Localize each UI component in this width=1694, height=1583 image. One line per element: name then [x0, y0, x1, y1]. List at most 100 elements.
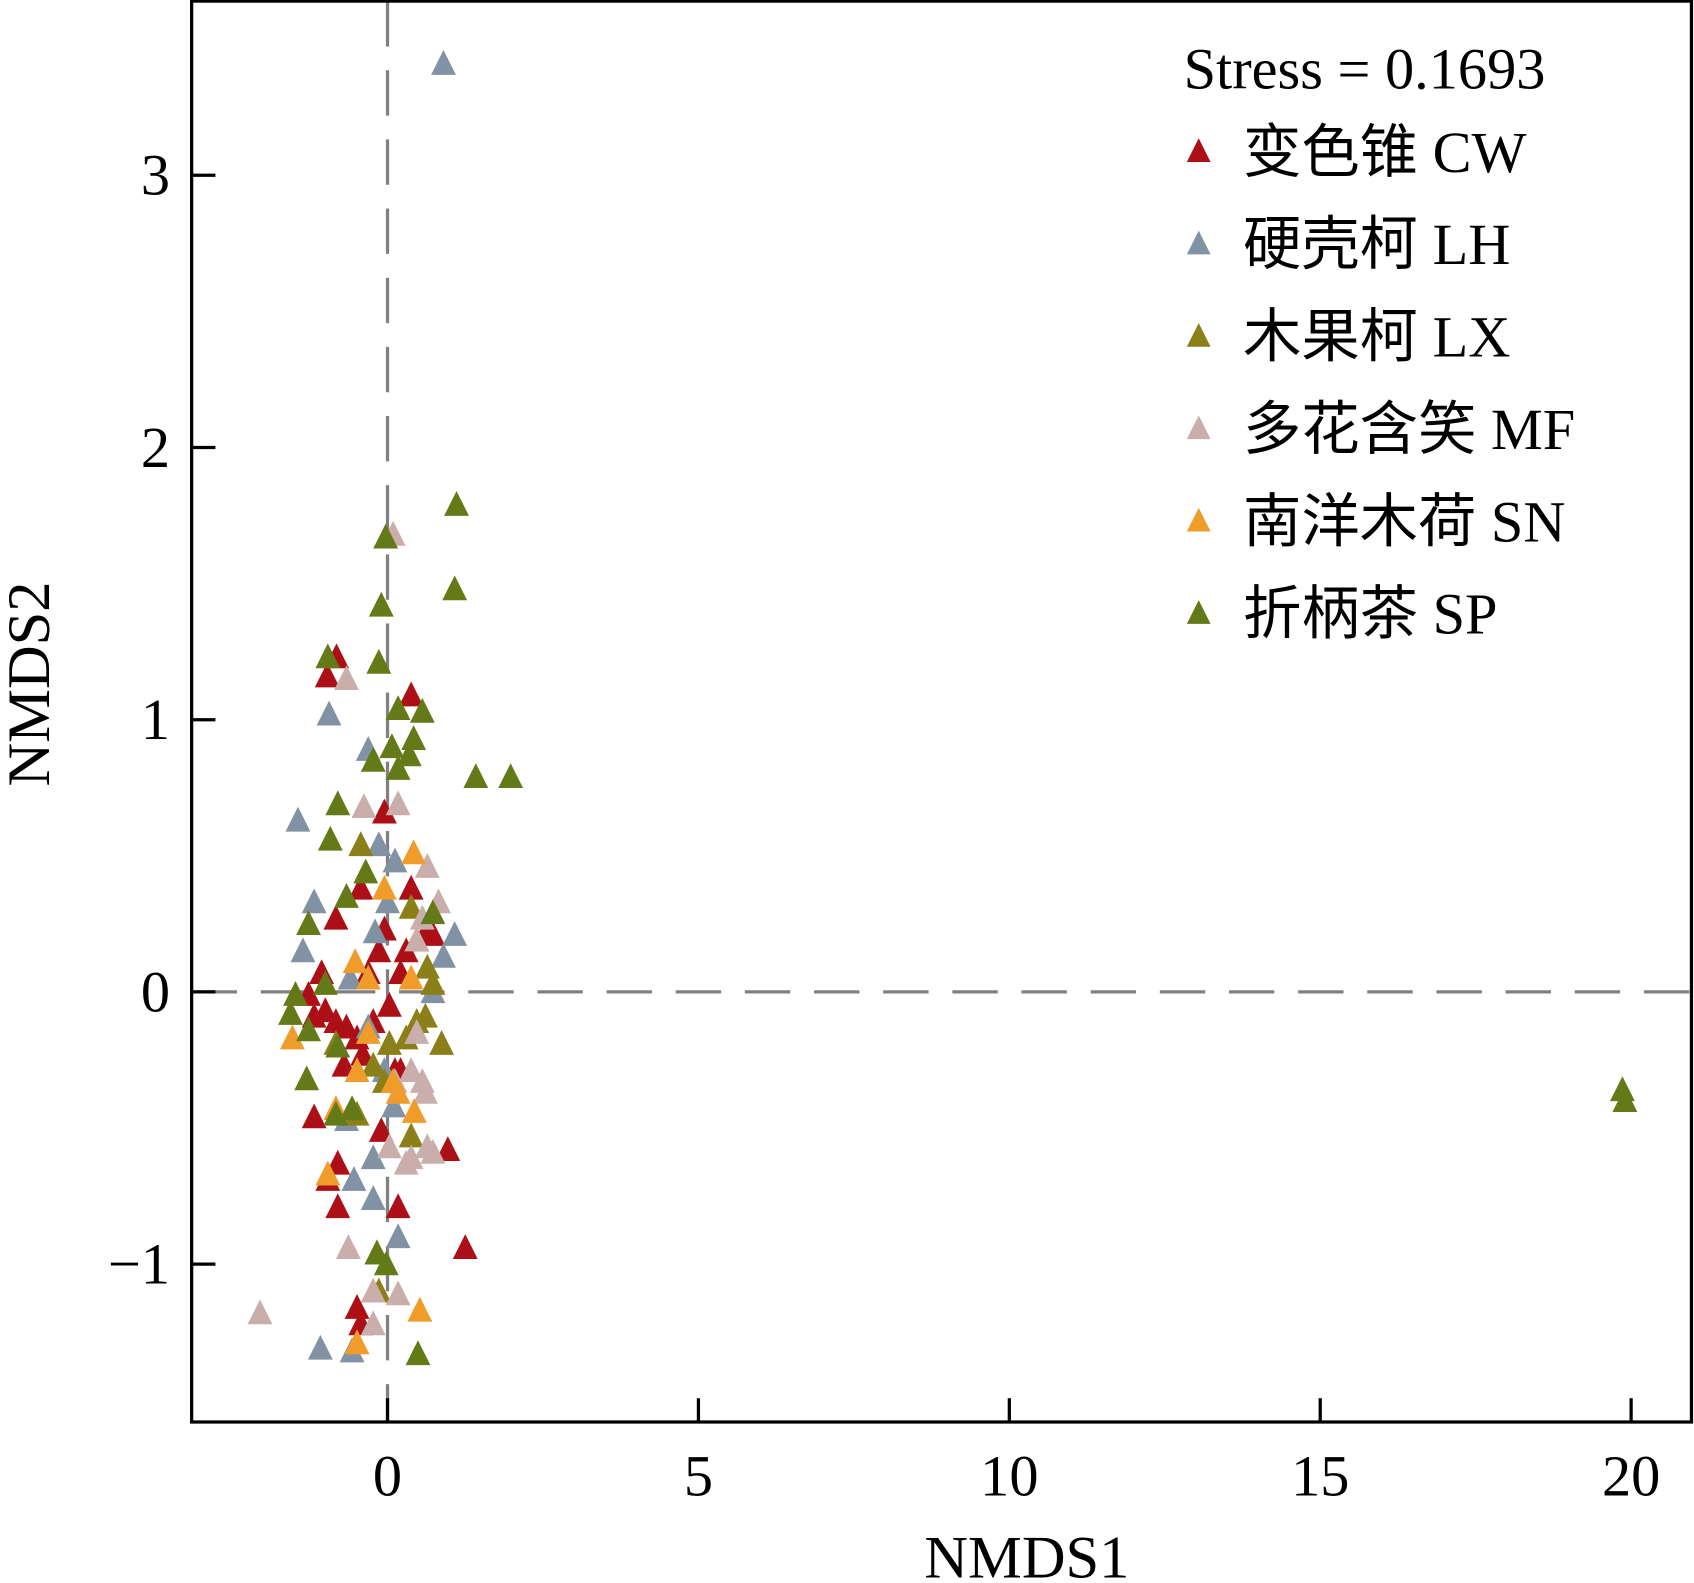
- data-point-sp: [353, 858, 379, 884]
- data-point-sn: [342, 948, 368, 974]
- legend-marker-icon: [1186, 138, 1211, 162]
- data-point-sp: [325, 1032, 351, 1058]
- data-point-lx: [398, 893, 424, 919]
- y-tick-label: 3: [141, 143, 170, 208]
- data-point-cw: [371, 798, 397, 824]
- data-point-sp: [296, 910, 321, 936]
- legend-label: 折柄茶 SP: [1243, 582, 1497, 647]
- x-axis-ticks: 0 5 10 15 20: [373, 1398, 1660, 1508]
- data-point-sn: [380, 1068, 406, 1093]
- data-points: [247, 50, 1638, 1366]
- data-point-cw: [368, 1117, 394, 1142]
- data-point-sp: [385, 695, 411, 721]
- data-point-sp: [379, 733, 405, 759]
- data-point-mf: [404, 1019, 430, 1044]
- data-point-lh: [307, 1334, 333, 1360]
- data-point-sp: [444, 490, 469, 516]
- data-point-lx: [420, 970, 446, 995]
- data-point-sn: [401, 1098, 427, 1123]
- legend-label: 多花含笑 MF: [1243, 397, 1575, 462]
- data-point-sp: [323, 1100, 349, 1126]
- data-point-cw: [420, 921, 446, 946]
- legend-marker-icon: [1186, 415, 1211, 440]
- data-point-lh: [375, 888, 400, 914]
- legend-marker-icon: [1186, 600, 1211, 624]
- data-point-sp: [373, 1250, 399, 1276]
- data-point-sp: [385, 755, 411, 780]
- x-axis-label: NMDS1: [924, 1525, 1129, 1583]
- data-point-mf: [385, 1280, 411, 1306]
- data-point-sn: [315, 1160, 341, 1186]
- data-point-mf: [420, 1138, 446, 1164]
- x-tick-label: 0: [373, 1443, 402, 1508]
- data-point-lh: [360, 1144, 386, 1170]
- data-point-lh: [301, 888, 327, 914]
- data-point-lh: [431, 50, 456, 75]
- data-point-sp: [294, 1065, 320, 1091]
- x-tick-label: 15: [1291, 1443, 1349, 1508]
- stress-annotation: Stress = 0.1693: [1184, 37, 1546, 102]
- data-point-sp: [420, 899, 446, 925]
- data-point-cw: [452, 1234, 478, 1259]
- data-point-sp: [396, 741, 422, 767]
- data-point-sn: [398, 964, 424, 990]
- y-tick-label: 0: [141, 959, 170, 1024]
- data-point-lh: [360, 1185, 386, 1210]
- y-axis-label: NMDS2: [0, 581, 63, 786]
- y-axis-ticks: −1 0 1 2 3: [108, 143, 216, 1297]
- data-point-sp: [360, 746, 386, 772]
- x-tick-label: 10: [980, 1443, 1038, 1508]
- data-point-sp: [334, 882, 359, 908]
- data-point-sp: [409, 697, 435, 723]
- legend: 变色锥 CW 硬壳柯 LH 木果柯 LX 多花含笑 MF 南洋木荷 SN 折柄茶 SP: [1186, 120, 1575, 647]
- data-point-sp: [283, 980, 308, 1006]
- data-point-sp: [401, 725, 427, 750]
- data-point-sp: [315, 643, 341, 669]
- data-point-sn: [355, 964, 381, 990]
- legend-marker-icon: [1186, 322, 1211, 347]
- data-point-mf: [247, 1299, 273, 1325]
- data-point-cw: [435, 1136, 461, 1161]
- legend-label: 硬壳柯 LH: [1243, 212, 1510, 277]
- plot-frame: [190, 0, 1694, 1424]
- data-point-sn: [407, 1296, 433, 1322]
- data-point-mf: [376, 1133, 402, 1159]
- data-point-lh: [341, 1166, 367, 1191]
- legend-label: 木果柯 LX: [1243, 305, 1510, 370]
- data-point-lh: [382, 847, 408, 873]
- data-point-cw: [334, 1013, 359, 1039]
- data-point-lh: [316, 700, 342, 726]
- data-point-lh: [285, 806, 311, 832]
- data-point-sp: [498, 763, 524, 789]
- legend-label: 变色锥 CW: [1243, 120, 1527, 185]
- data-point-mf: [335, 1234, 361, 1259]
- legend-marker-icon: [1186, 507, 1211, 532]
- data-point-mf: [334, 665, 359, 691]
- data-point-lx: [429, 1029, 455, 1055]
- data-point-cw: [314, 662, 340, 688]
- data-point-sn: [279, 1024, 305, 1050]
- legend-marker-icon: [1186, 230, 1211, 255]
- data-point-cw: [301, 1103, 327, 1129]
- data-point-sp: [312, 970, 338, 995]
- data-point-sp: [463, 763, 489, 789]
- x-tick-label: 5: [684, 1443, 713, 1508]
- data-point-cw: [398, 681, 424, 707]
- data-point-sn: [344, 1057, 370, 1083]
- data-point-mf: [413, 1078, 438, 1104]
- data-point-lh: [337, 964, 363, 990]
- data-point-sn: [401, 839, 427, 865]
- y-tick-label: 1: [141, 687, 170, 752]
- data-point-mf: [414, 853, 440, 878]
- data-point-lx: [398, 1122, 424, 1148]
- data-point-lh: [362, 918, 388, 944]
- data-point-mf: [393, 1149, 419, 1175]
- data-point-sp: [405, 1340, 431, 1366]
- data-point-lx: [348, 831, 374, 857]
- data-point-mf: [398, 1057, 424, 1083]
- data-point-lh: [431, 942, 456, 968]
- data-point-sp: [373, 523, 399, 549]
- data-point-sn: [344, 1329, 370, 1355]
- data-point-lh: [442, 921, 468, 946]
- x-tick-label: 20: [1602, 1443, 1660, 1508]
